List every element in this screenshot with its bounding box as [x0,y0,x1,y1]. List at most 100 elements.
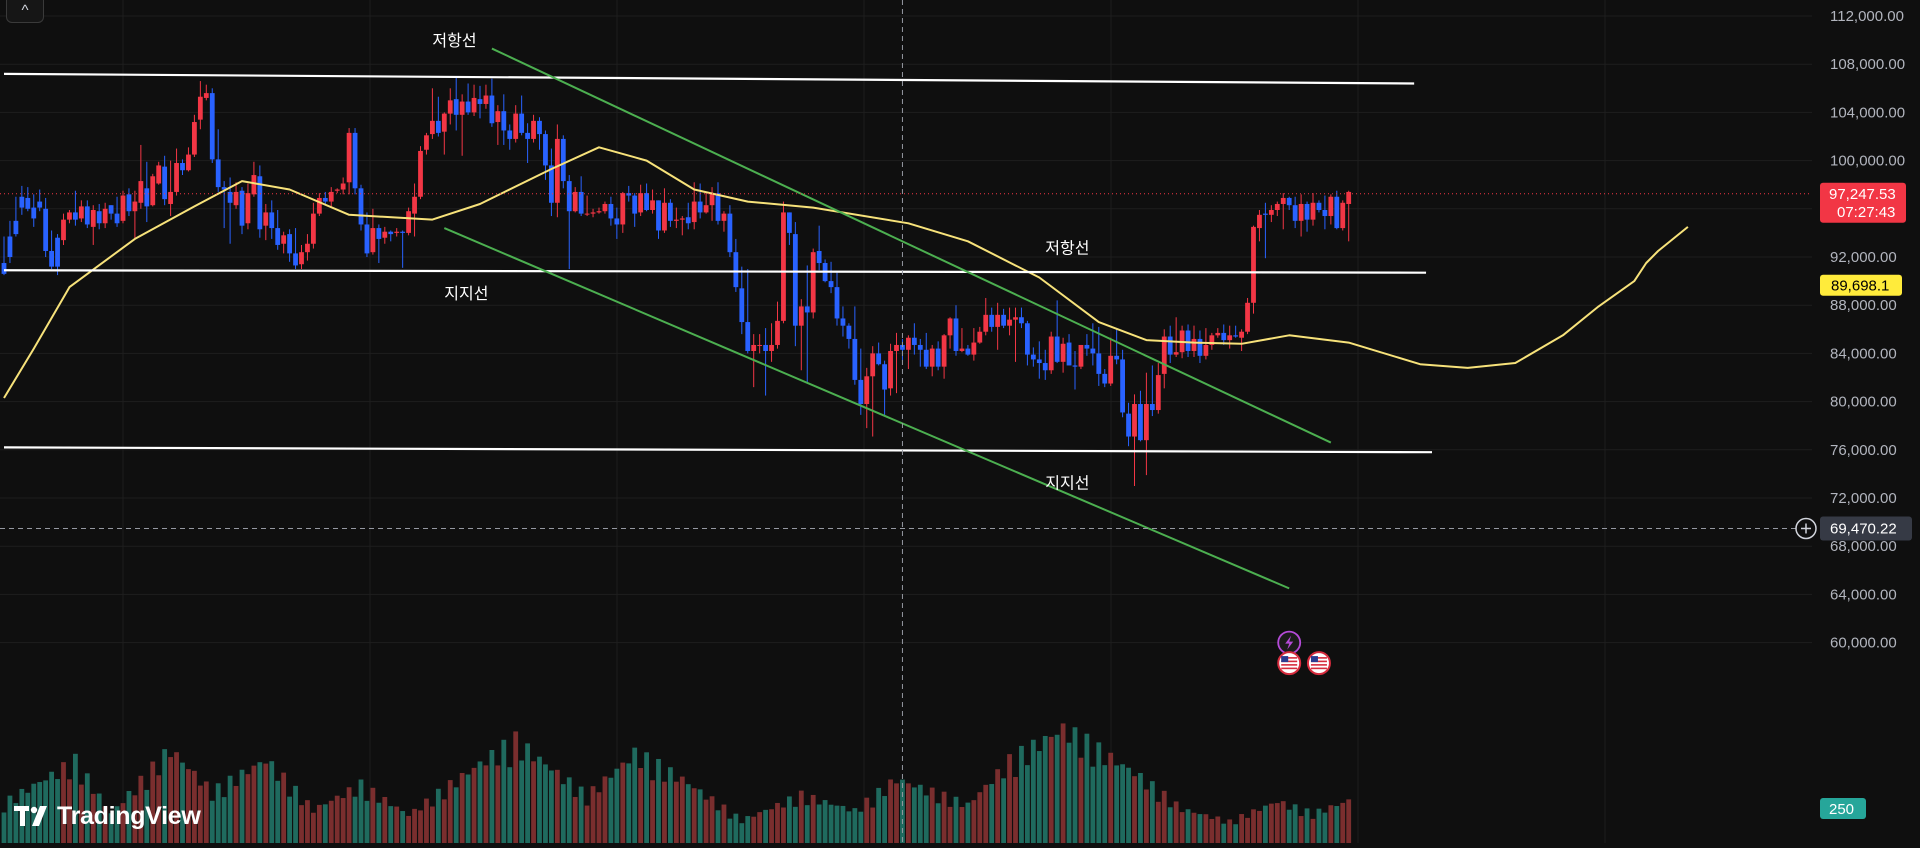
candle-body [977,331,983,343]
candle [513,105,519,143]
candle-body [96,211,102,224]
y-tick-label: 68,000.00 [1830,538,1897,555]
volume-bar [745,816,751,843]
channel-lower-line [443,227,1290,590]
volume-bars [1,723,1352,843]
candle [1334,190,1340,230]
candle [1155,363,1161,414]
candle-body [287,234,292,254]
candle-body [1090,348,1096,354]
candle [1025,320,1030,366]
flag-icon-stripe [1281,664,1298,666]
candle [947,317,953,349]
candle [1257,210,1262,242]
volume-bar [477,761,483,843]
volume-bar [1197,814,1203,843]
candle-body [1013,317,1018,320]
candle [430,88,435,139]
volume-bar [947,806,953,843]
candle-body [281,235,287,244]
volume-bar [1126,767,1131,843]
volume-bar [382,797,388,843]
volume-bar [929,787,935,843]
candle [376,224,382,264]
candle-body [1316,202,1322,211]
candle [1322,195,1328,230]
volume-bar [49,771,54,843]
volume-bar [1268,803,1274,843]
volume-bar [1209,818,1215,843]
candle-body [1286,197,1292,206]
volume-bar [1292,804,1298,843]
volume-bar [162,749,168,843]
volume-bar [620,762,626,843]
volume-bar [679,776,685,843]
candle [1161,329,1167,389]
candle-body [721,213,727,221]
candle [209,88,215,164]
candle [983,297,989,336]
candle-body [1203,344,1209,356]
volume-bar [138,775,144,843]
volume-bar [227,775,233,843]
candle-body [781,212,786,321]
candle [287,229,292,262]
volume-bar [1132,776,1137,843]
collapse-panel-button[interactable]: ^ [6,0,44,23]
volume-bar [935,803,941,843]
candle [138,144,144,209]
candle [846,323,852,349]
candle [798,299,804,371]
volume-bar [78,784,84,843]
volume-bar [1001,778,1006,843]
candle [852,306,858,385]
volume-bar [656,758,661,843]
y-tick-label: 84,000.00 [1830,345,1897,362]
candle-body [572,191,578,212]
candle-body [620,193,626,225]
candle [1274,201,1280,217]
candle [525,123,530,164]
moving-average-line [3,146,1689,399]
candle-body [328,191,334,202]
volume-bar [870,807,876,843]
candle-body [554,138,560,203]
candle-body [1280,197,1286,204]
volume-bar [346,787,352,843]
volume-bar [483,765,489,843]
volume-bar [971,800,977,843]
volume-bar [1114,765,1120,843]
candle [989,307,995,332]
candle-body [578,191,584,214]
candle [471,84,477,117]
volume-bar [287,796,292,843]
candle-body [132,201,138,212]
volume-bar [430,806,435,843]
candle [673,207,679,229]
volume-bar [370,787,376,843]
volume-bar [1019,745,1024,843]
candle [1078,344,1084,370]
candle [572,187,578,213]
volume-bar [1,812,7,843]
volume-bar [697,789,703,843]
candle [239,187,245,235]
candle-body [263,212,269,226]
volume-bar [1155,801,1161,843]
crosshair-price-tag[interactable]: 69,470.22 [1795,516,1912,541]
volume-bar [1286,809,1292,843]
candle-body [1274,203,1280,211]
volume-bar [1173,801,1179,843]
candle [1209,332,1215,350]
candle [96,203,102,230]
candle [1001,308,1006,329]
volume-bar [1328,805,1334,843]
candle-body [1025,323,1030,355]
y-tick-label: 100,000.00 [1830,153,1905,170]
candle-body [584,213,590,215]
volume-bar [120,803,126,843]
candle-body [590,212,596,214]
volume-tag-bg [1820,798,1866,819]
volume-bar [792,806,798,843]
